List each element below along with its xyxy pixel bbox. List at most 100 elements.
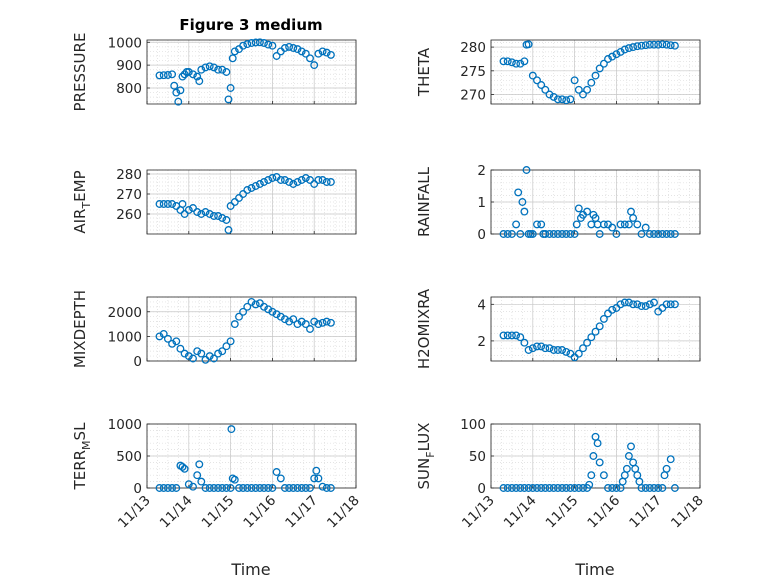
data-point xyxy=(243,186,252,194)
data-point xyxy=(293,45,302,54)
x-tick-label: 11/17 xyxy=(626,493,665,532)
x-tick-label: 11/15 xyxy=(543,493,582,532)
data-point xyxy=(608,484,617,492)
data-point xyxy=(624,298,633,307)
data-point xyxy=(222,216,231,224)
data-point xyxy=(318,318,327,327)
data-point xyxy=(197,349,206,358)
data-point xyxy=(226,84,235,92)
y-tick-label: 4 xyxy=(477,297,486,313)
data-point xyxy=(314,49,323,58)
data-point xyxy=(227,425,236,434)
y-tick-label: 280 xyxy=(460,40,486,56)
data-point xyxy=(507,331,516,340)
data-point xyxy=(193,347,202,356)
figure-title: Figure 3 medium xyxy=(179,16,322,34)
data-point xyxy=(155,71,164,80)
data-point xyxy=(251,182,260,190)
data-point xyxy=(170,81,179,90)
data-point xyxy=(310,180,319,188)
data-point xyxy=(537,342,546,351)
data-point xyxy=(587,220,596,229)
y-axis-label-5: H2OMIXRA xyxy=(415,288,433,369)
axes-box xyxy=(490,296,701,362)
data-point xyxy=(666,300,675,309)
data-point xyxy=(268,484,277,492)
data-point xyxy=(322,484,331,492)
data-point xyxy=(522,166,531,174)
data-point xyxy=(230,47,239,56)
y-tick-label: 500 xyxy=(116,449,142,465)
data-point xyxy=(247,39,256,47)
data-point xyxy=(670,484,679,492)
data-point xyxy=(243,302,252,311)
data-point xyxy=(301,49,310,58)
data-point xyxy=(174,97,183,106)
data-point xyxy=(235,194,243,202)
data-point xyxy=(159,71,168,80)
data-point xyxy=(658,230,667,238)
data-point xyxy=(637,302,646,311)
data-point xyxy=(197,65,206,74)
data-point xyxy=(662,230,671,238)
y-tick-label: 270 xyxy=(460,88,486,104)
data-point xyxy=(583,207,592,216)
data-point xyxy=(528,230,537,238)
y-tick-label: 275 xyxy=(460,64,486,80)
data-point xyxy=(562,484,571,492)
data-point xyxy=(658,304,667,312)
axes-box xyxy=(146,169,357,235)
data-point xyxy=(604,484,612,492)
data-point xyxy=(591,71,600,80)
data-point xyxy=(163,484,172,492)
data-point xyxy=(637,230,646,238)
data-point xyxy=(570,76,579,85)
data-point xyxy=(620,45,629,54)
data-point xyxy=(255,484,264,492)
data-point xyxy=(178,72,187,81)
data-point xyxy=(197,210,206,218)
data-point xyxy=(650,40,658,49)
data-point xyxy=(612,230,621,238)
x-tick-label: 11/18 xyxy=(668,493,707,532)
data-point xyxy=(195,460,204,469)
y-tick-label: 1 xyxy=(477,195,486,211)
data-point xyxy=(589,452,598,460)
data-point xyxy=(205,210,214,218)
data-point xyxy=(314,320,323,329)
y-tick-label: 280 xyxy=(116,167,142,183)
data-point xyxy=(260,39,268,47)
data-point xyxy=(666,455,675,464)
data-point xyxy=(624,44,633,53)
data-point xyxy=(243,40,252,49)
data-point xyxy=(289,44,298,52)
data-point xyxy=(285,484,294,492)
data-point xyxy=(524,346,533,354)
data-point xyxy=(645,230,654,238)
data-point xyxy=(326,178,335,186)
data-point xyxy=(627,207,635,216)
data-point xyxy=(310,61,319,70)
data-point xyxy=(289,315,298,324)
data-point xyxy=(593,439,602,448)
data-point xyxy=(218,214,227,222)
y-tick-label: 0 xyxy=(477,481,486,497)
data-point xyxy=(222,484,231,492)
data-point xyxy=(222,342,231,351)
data-point xyxy=(285,317,294,326)
data-point xyxy=(312,466,321,475)
data-point xyxy=(180,464,189,473)
axes-panel-1: 270 275 280 THETA xyxy=(415,39,701,105)
y-tick-label: 100 xyxy=(460,417,486,433)
data-point xyxy=(566,230,575,238)
data-point xyxy=(566,484,575,492)
data-point xyxy=(633,300,642,309)
data-point xyxy=(545,90,554,99)
data-point xyxy=(549,346,558,354)
data-point xyxy=(587,471,596,480)
y-tick-label: 1000 xyxy=(108,417,142,433)
data-point xyxy=(260,484,268,492)
x-axis-label-right: Time xyxy=(574,560,614,579)
data-point xyxy=(520,57,529,66)
y-tick-label: 2000 xyxy=(108,305,142,321)
